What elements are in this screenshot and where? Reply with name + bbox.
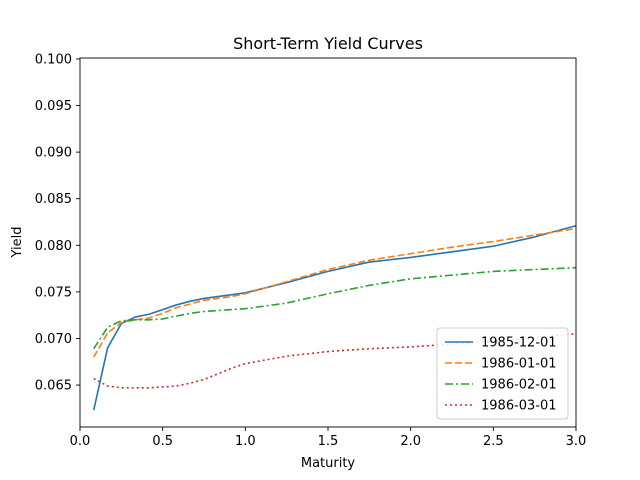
x-tick-label: 0.5 (152, 434, 173, 449)
legend-label: 1986-03-01 (481, 399, 557, 414)
y-tick-label: 0.065 (35, 379, 72, 394)
y-tick-label: 0.095 (35, 99, 72, 114)
x-tick-label: 1.5 (318, 434, 339, 449)
y-tick-label: 0.085 (35, 192, 72, 207)
legend-label: 1986-01-01 (481, 357, 557, 372)
x-axis: 0.0 0.5 1.0 1.5 2.0 2.5 3.0 (70, 427, 587, 449)
legend-label: 1985-12-01 (481, 336, 557, 351)
y-tick-label: 0.080 (35, 239, 72, 254)
series-line-4 (93, 333, 576, 389)
x-tick-label: 2.0 (400, 434, 421, 449)
legend: 1985-12-01 1986-01-01 1986-02-01 1986-03-01 (436, 327, 569, 420)
y-tick-label: 0.070 (35, 332, 72, 347)
y-axis: 0.065 0.070 0.075 0.080 0.085 0.090 0.095 0.100 (35, 52, 80, 394)
x-axis-label: Maturity (301, 456, 356, 471)
series-line-2 (93, 227, 576, 358)
chart-title: Short-Term Yield Curves (233, 34, 423, 53)
y-tick-label: 0.090 (35, 146, 72, 161)
y-tick-label: 0.100 (35, 52, 72, 67)
legend-box (436, 327, 569, 420)
x-tick-label: 2.5 (483, 434, 504, 449)
series-lines (92, 224, 576, 411)
y-axis-label: Yield (10, 227, 25, 259)
x-tick-label: 3.0 (566, 434, 587, 449)
series-line-1 (92, 224, 576, 411)
x-tick-label: 1.0 (235, 434, 256, 449)
series-line-3 (93, 266, 576, 350)
y-tick-label: 0.075 (35, 285, 72, 300)
legend-label: 1986-02-01 (481, 378, 557, 393)
x-tick-label: 0.0 (70, 434, 91, 449)
